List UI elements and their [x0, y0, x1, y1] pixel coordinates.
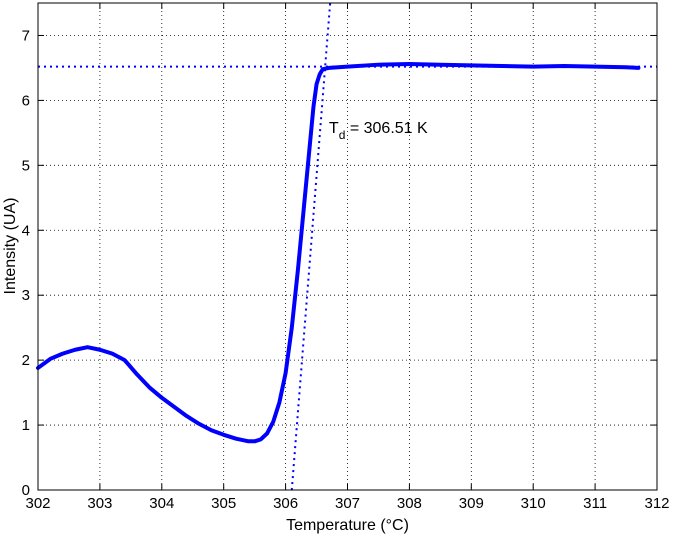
annotation-rest: = 306.51 K: [345, 120, 428, 137]
y-tick-label: 1: [22, 417, 30, 434]
y-tick-label: 3: [22, 287, 30, 304]
x-tick-label: 304: [149, 495, 174, 512]
y-tick-label: 6: [22, 92, 30, 109]
series-line-intensity: [36, 62, 641, 444]
y-tick-label: 7: [22, 27, 30, 44]
x-axis-title: Temperature (°C): [286, 517, 409, 534]
x-tick-label: 312: [644, 495, 669, 512]
x-tick-label: 310: [521, 495, 546, 512]
x-tick-label: 302: [25, 495, 50, 512]
x-tick-label: 303: [87, 495, 112, 512]
grid-lines: [38, 3, 657, 490]
annotation-main: T: [329, 120, 339, 137]
axis-ticks: 302 303 304 305 306 307 308 309 310 311 312 0 1 2 3 4 5 6…: [22, 3, 670, 512]
y-tick-label: 0: [22, 482, 30, 499]
y-tick-label: 5: [22, 157, 30, 174]
x-tick-label: 306: [273, 495, 298, 512]
x-tick-label: 305: [211, 495, 236, 512]
x-tick-label: 309: [459, 495, 484, 512]
y-tick-label: 2: [22, 352, 30, 369]
reference-lines: [38, 2, 657, 491]
x-tick-label: 308: [397, 495, 422, 512]
y-axis-title: Intensity (UA): [2, 198, 19, 295]
x-tick-label: 311: [583, 495, 607, 512]
plot-frame: [37, 2, 658, 491]
y-tick-label: 4: [22, 222, 30, 239]
annotation-td: Td = 306.51 K: [329, 120, 428, 142]
annotation-sub: d: [339, 128, 346, 142]
tangent-reference-line: [290, 2, 332, 491]
x-tick-label: 307: [335, 495, 360, 512]
